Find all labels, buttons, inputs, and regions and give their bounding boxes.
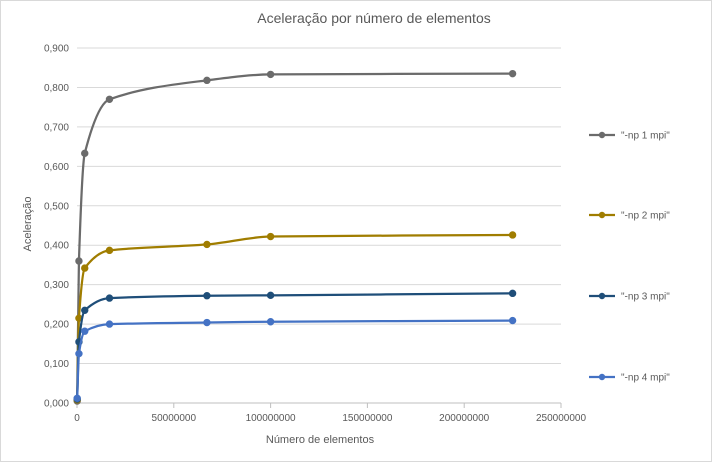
data-point (81, 264, 89, 272)
data-point (266, 291, 275, 300)
legend-marker (598, 131, 606, 139)
axes: 0,000 0,100 0,200 0,300 0,400 0,500 0,600 0,700… (44, 44, 586, 425)
legend-marker (598, 211, 606, 219)
legend: "-np 1 mpi" "-np 2 mpi" "-np 3 mpi" "-np 4 … (589, 131, 670, 384)
legend-item: "-np 4 mpi" (589, 373, 670, 384)
data-point (266, 318, 275, 326)
y-tick-label: 0,700 (44, 122, 69, 133)
data-point (105, 320, 114, 328)
series-2 (73, 231, 517, 404)
data-point (105, 246, 114, 255)
data-point (508, 69, 517, 78)
y-tick-label: 0,200 (44, 320, 69, 331)
x-tick-label: 200000000 (439, 413, 489, 424)
legend-item: "-np 1 mpi" (589, 131, 670, 142)
chart-title: Aceleração por número de elementos (257, 10, 490, 26)
data-point (203, 292, 211, 300)
data-point (81, 149, 89, 158)
x-tick-label: 100000000 (246, 413, 296, 424)
data-point (81, 306, 89, 315)
data-point (75, 257, 83, 265)
series-group (73, 69, 517, 405)
y-tick-label: 0,100 (44, 359, 69, 370)
data-point (508, 316, 517, 325)
data-point (203, 240, 211, 249)
data-point (105, 95, 114, 103)
x-axis-title: Número de elementos (266, 434, 375, 446)
data-point (508, 231, 517, 239)
y-tick-label: 0,400 (44, 241, 69, 252)
series-4 (73, 316, 517, 402)
x-tick-label: 0 (74, 413, 80, 424)
y-tick-label: 0,800 (44, 83, 69, 94)
y-tick-label: 0,500 (44, 201, 69, 212)
legend-marker (598, 292, 606, 300)
series-line (76, 292, 514, 401)
y-axis-title: Aceleração (22, 196, 34, 251)
data-point (75, 349, 83, 358)
x-tick-label: 250000000 (536, 413, 586, 424)
data-point (81, 327, 89, 335)
gridlines (77, 47, 561, 365)
data-point (508, 289, 517, 298)
y-tick-label: 0,900 (44, 44, 69, 55)
legend-marker (598, 373, 606, 381)
series-line (76, 319, 514, 400)
x-tick-label: 150000000 (342, 413, 392, 424)
y-tick-label: 0,300 (44, 280, 69, 291)
legend-label: "-np 1 mpi" (621, 131, 670, 142)
x-tick-label: 50000000 (152, 413, 197, 424)
legend-item: "-np 3 mpi" (589, 292, 670, 303)
y-tick-label: 0,000 (44, 399, 69, 410)
data-point (203, 76, 211, 85)
legend-item: "-np 2 mpi" (589, 211, 670, 222)
data-point (203, 318, 211, 327)
data-point (105, 294, 114, 302)
legend-label: "-np 3 mpi" (621, 292, 670, 303)
series-line (76, 233, 514, 401)
legend-label: "-np 2 mpi" (621, 211, 670, 222)
y-tick-label: 0,600 (44, 162, 69, 173)
data-point (73, 394, 81, 402)
legend-label: "-np 4 mpi" (621, 373, 670, 384)
data-point (266, 70, 275, 79)
data-point (266, 232, 275, 241)
series-3 (73, 289, 517, 403)
